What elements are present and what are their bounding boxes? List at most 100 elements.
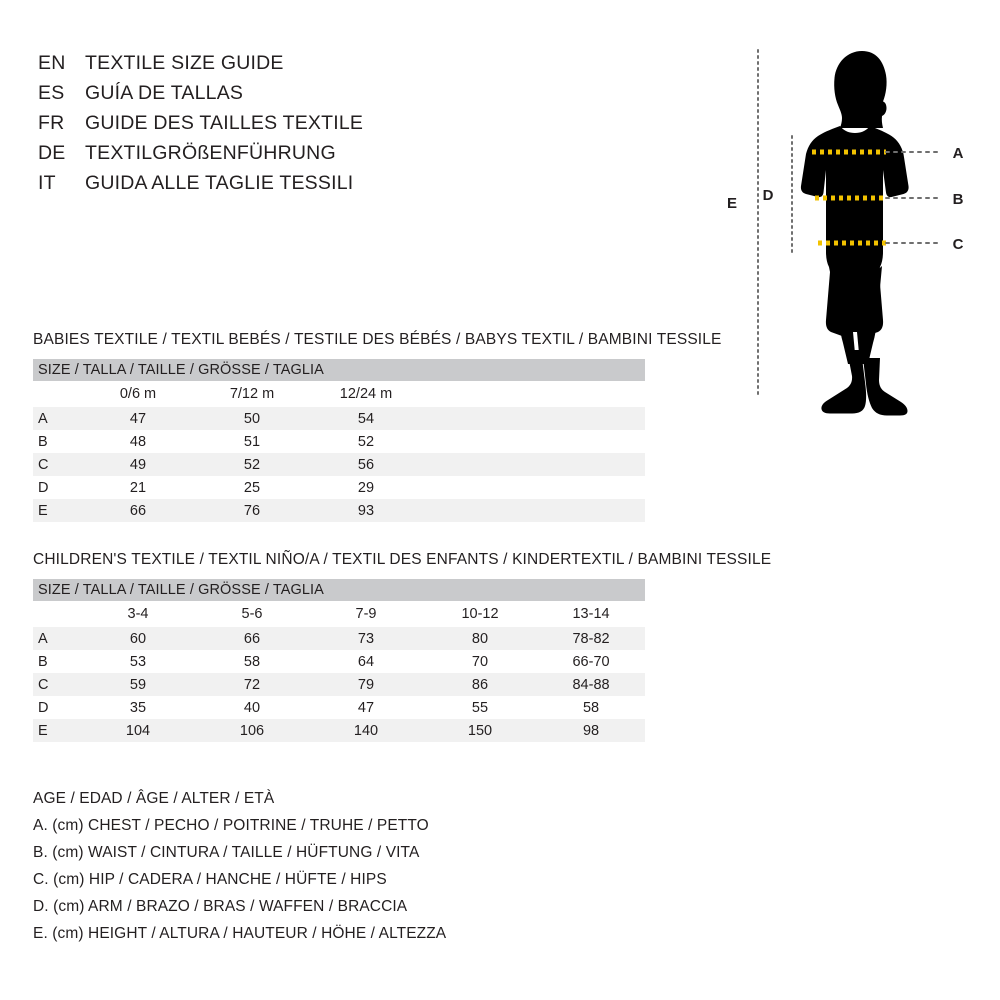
babies-cell-d-spacer (423, 476, 646, 499)
babies-cell-e-2: 93 (309, 499, 423, 522)
children-size-header-row: SIZE / TALLA / TAILLE / GRÖSSE / TAGLIA (33, 579, 646, 601)
title-text-es: GUÍA DE TALLAS (85, 82, 244, 104)
legend-line-hip: C. (cm) HIP / CADERA / HANCHE / HÜFTE / … (33, 871, 387, 888)
table-row: E 66 76 93 (33, 499, 646, 522)
measure-label-b: B (953, 191, 964, 208)
children-size-header-label: SIZE / TALLA / TAILLE / GRÖSSE / TAGLIA (33, 579, 646, 601)
babies-cell-b-spacer (423, 430, 646, 453)
title-row-fr: FR GUIDE DES TAILLES TEXTILE (38, 112, 458, 142)
title-text-fr: GUIDE DES TAILLES TEXTILE (85, 112, 364, 134)
babies-column-header-row: 0/6 m 7/12 m 12/24 m (33, 381, 646, 407)
measure-line-e: E (727, 49, 759, 396)
measure-label-c: C (953, 236, 964, 253)
language-code-es: ES (38, 82, 65, 104)
legend-line-chest: A. (cm) CHEST / PECHO / POITRINE / TRUHE… (33, 817, 429, 834)
table-row: E 104 106 140 150 98 (33, 719, 646, 742)
title-text-en: TEXTILE SIZE GUIDE (85, 52, 284, 74)
babies-cell-b-1: 51 (195, 430, 309, 453)
babies-cell-c-2: 56 (309, 453, 423, 476)
babies-column-header-1: 7/12 m (195, 381, 309, 407)
children-cell-b-0: 53 (81, 650, 195, 673)
children-row-label-e: E (33, 719, 81, 742)
table-row: A 60 66 73 80 78-82 (33, 627, 646, 650)
babies-size-header-label: SIZE / TALLA / TAILLE / GRÖSSE / TAGLIA (33, 359, 646, 381)
legend-line-age: AGE / EDAD / ÂGE / ALTER / ETÀ (33, 790, 275, 807)
language-code-fr: FR (38, 112, 65, 134)
children-cell-c-4: 84-88 (537, 673, 646, 696)
table-row: B 48 51 52 (33, 430, 646, 453)
legend-line-height: E. (cm) HEIGHT / ALTURA / HAUTEUR / HÖHE… (33, 925, 447, 942)
children-size-table: SIZE / TALLA / TAILLE / GRÖSSE / TAGLIA … (33, 579, 646, 742)
table-row: B 53 58 64 70 66-70 (33, 650, 646, 673)
babies-cell-e-spacer (423, 499, 646, 522)
babies-cell-c-spacer (423, 453, 646, 476)
measure-label-e: E (727, 195, 737, 212)
babies-row-label-a: A (33, 407, 81, 430)
measure-line-b: B (815, 191, 964, 208)
children-cell-c-0: 59 (81, 673, 195, 696)
measure-line-c: C (818, 236, 964, 253)
measure-line-a: A (812, 145, 964, 162)
title-row-en: EN TEXTILE SIZE GUIDE (38, 52, 458, 82)
table-row: A 47 50 54 (33, 407, 646, 430)
children-cell-d-4: 58 (537, 696, 646, 719)
babies-cell-b-0: 48 (81, 430, 195, 453)
table-row: D 21 25 29 (33, 476, 646, 499)
babies-row-label-d: D (33, 476, 81, 499)
language-code-it: IT (38, 172, 56, 194)
children-cell-b-1: 58 (195, 650, 309, 673)
children-cell-d-0: 35 (81, 696, 195, 719)
children-cell-e-3: 150 (423, 719, 537, 742)
children-cell-c-1: 72 (195, 673, 309, 696)
children-cell-e-2: 140 (309, 719, 423, 742)
children-column-header-2: 7-9 (309, 601, 423, 627)
children-cell-e-0: 104 (81, 719, 195, 742)
children-cell-a-3: 80 (423, 627, 537, 650)
measure-label-a: A (953, 145, 964, 162)
babies-row-label-e: E (33, 499, 81, 522)
children-corner-cell (33, 601, 81, 627)
title-text-de: TEXTILGRÖßENFÜHRUNG (85, 142, 336, 164)
title-text-it: GUIDA ALLE TAGLIE TESSILI (85, 172, 354, 194)
children-cell-b-3: 70 (423, 650, 537, 673)
legend-line-waist: B. (cm) WAIST / CINTURA / TAILLE / HÜFTU… (33, 844, 420, 861)
babies-column-header-2: 12/24 m (309, 381, 423, 407)
children-column-header-3: 10-12 (423, 601, 537, 627)
children-cell-a-2: 73 (309, 627, 423, 650)
babies-cell-d-2: 29 (309, 476, 423, 499)
children-cell-a-4: 78-82 (537, 627, 646, 650)
babies-size-table: SIZE / TALLA / TAILLE / GRÖSSE / TAGLIA … (33, 359, 646, 522)
babies-column-header-0: 0/6 m (81, 381, 195, 407)
babies-column-header-spacer (423, 381, 646, 407)
children-cell-b-4: 66-70 (537, 650, 646, 673)
children-cell-d-1: 40 (195, 696, 309, 719)
title-row-de: DE TEXTILGRÖßENFÜHRUNG (38, 142, 458, 172)
babies-corner-cell (33, 381, 81, 407)
babies-row-label-c: C (33, 453, 81, 476)
children-cell-b-2: 64 (309, 650, 423, 673)
children-cell-d-2: 47 (309, 696, 423, 719)
babies-cell-a-spacer (423, 407, 646, 430)
title-block: EN TEXTILE SIZE GUIDE ES GUÍA DE TALLAS … (38, 52, 458, 202)
children-column-header-row: 3-4 5-6 7-9 10-12 13-14 (33, 601, 646, 627)
children-cell-a-0: 60 (81, 627, 195, 650)
child-silhouette-icon (800, 51, 909, 416)
children-row-label-b: B (33, 650, 81, 673)
babies-table-block: BABIES TEXTILE / TEXTIL BEBÉS / TESTILE … (33, 331, 721, 522)
babies-row-label-b: B (33, 430, 81, 453)
children-cell-d-3: 55 (423, 696, 537, 719)
babies-size-header-row: SIZE / TALLA / TAILLE / GRÖSSE / TAGLIA (33, 359, 646, 381)
title-row-es: ES GUÍA DE TALLAS (38, 82, 458, 112)
babies-cell-b-2: 52 (309, 430, 423, 453)
measurement-legend: AGE / EDAD / ÂGE / ALTER / ETÀ A. (cm) C… (33, 790, 553, 952)
children-column-header-1: 5-6 (195, 601, 309, 627)
measure-label-d: D (763, 187, 774, 204)
children-column-header-0: 3-4 (81, 601, 195, 627)
title-row-it: IT GUIDA ALLE TAGLIE TESSILI (38, 172, 458, 202)
table-row: C 59 72 79 86 84-88 (33, 673, 646, 696)
babies-cell-d-1: 25 (195, 476, 309, 499)
language-code-en: EN (38, 52, 66, 74)
children-row-label-a: A (33, 627, 81, 650)
language-code-de: DE (38, 142, 66, 164)
